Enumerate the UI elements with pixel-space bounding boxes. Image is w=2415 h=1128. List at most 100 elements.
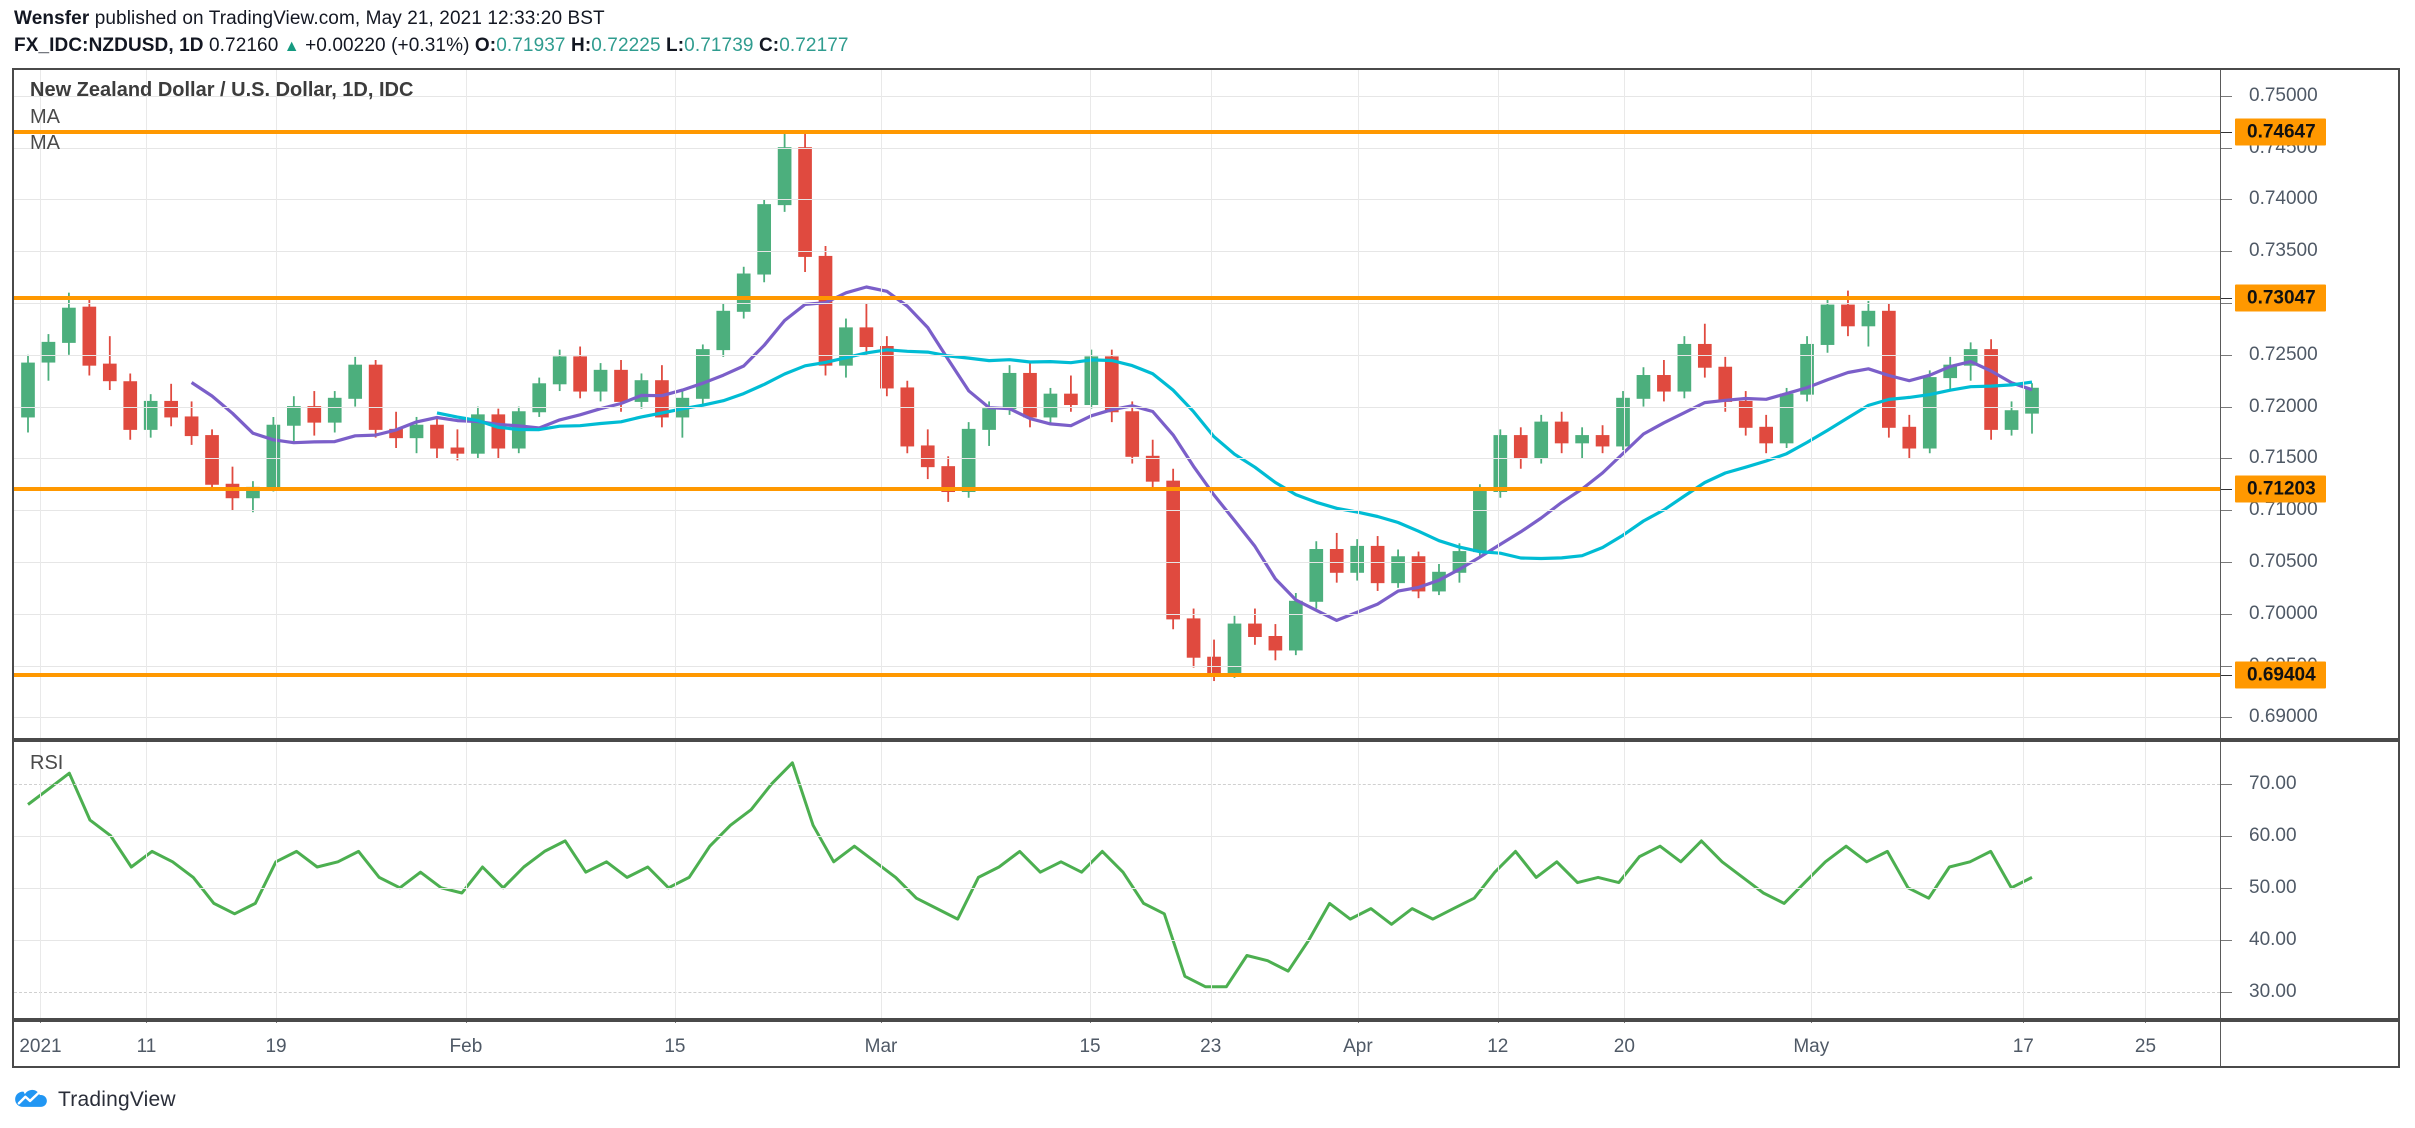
- time-tick-label: Mar: [864, 1036, 898, 1057]
- time-tick-label: Feb: [449, 1036, 483, 1057]
- price-up-arrow-icon: ▲: [283, 38, 300, 55]
- gridline: [40, 70, 42, 738]
- price-level-badge[interactable]: 0.74647: [2235, 118, 2326, 146]
- gridline: [14, 458, 2220, 460]
- high-value: 0.72225: [591, 35, 661, 56]
- axis-tick: [2221, 132, 2232, 134]
- axis-tick: [2221, 561, 2232, 563]
- axis-tick: [2221, 510, 2232, 512]
- gridline: [1210, 70, 1212, 738]
- gridline: [1811, 70, 1813, 738]
- gridline: [1357, 742, 1359, 1018]
- axis-tick: [2221, 489, 2232, 491]
- publication-header: Wensfer published on TradingView.com, Ma…: [14, 8, 605, 30]
- axis-tick: [2023, 1022, 2025, 1023]
- gridline: [2023, 742, 2025, 1018]
- gridline: [2145, 70, 2147, 738]
- time-tick-label: 20: [1613, 1036, 1635, 1057]
- footer-branding: TradingView: [14, 1086, 176, 1114]
- price-change-pct: (+0.31%): [391, 35, 470, 56]
- close-label: C:: [758, 35, 780, 56]
- gridline: [14, 147, 2220, 149]
- price-tick-label: 0.70500: [2249, 550, 2318, 572]
- axis-tick: [881, 1022, 882, 1023]
- gridline: [1357, 70, 1359, 738]
- time-tick-label: 25: [2134, 1036, 2157, 1057]
- rsi-legend-label: RSI: [30, 752, 64, 774]
- ma-legend-1: MA: [30, 106, 60, 128]
- price-tick-label: 0.73500: [2249, 240, 2318, 262]
- axis-tick: [146, 1022, 148, 1023]
- axis-tick: [276, 1022, 278, 1023]
- gridline: [465, 70, 467, 738]
- price-level-line[interactable]: [14, 296, 2220, 301]
- publication-info: published on TradingView.com, May 21, 20…: [94, 8, 605, 29]
- axis-tick: [2221, 147, 2232, 149]
- rsi-axis[interactable]: 70.00 60.00 50.00 40.00 30.00: [2220, 742, 2398, 1018]
- gridline: [14, 887, 2220, 889]
- tradingview-brand-name: TradingView: [58, 1088, 176, 1111]
- rsi-plot-area[interactable]: RSI: [14, 742, 2220, 1018]
- time-axis-corner: [2220, 1022, 2398, 1066]
- price-tick-label: 0.71000: [2249, 499, 2318, 521]
- axis-tick: [674, 1022, 676, 1023]
- rsi-indicator-pane[interactable]: RSI 70.00 60.00 50.00 40.00 30.00: [12, 740, 2400, 1020]
- price-axis[interactable]: 0.750000.745000.740000.735000.730000.725…: [2220, 70, 2398, 738]
- rsi-line-series: [27, 761, 2033, 989]
- gridline: [14, 939, 2220, 941]
- axis-tick: [2221, 939, 2232, 941]
- axis-tick: [2221, 406, 2232, 408]
- price-level-line[interactable]: [14, 130, 2220, 135]
- ma-legend-2: MA: [30, 132, 60, 154]
- gridline: [1090, 70, 1092, 738]
- axis-tick: [2221, 783, 2232, 785]
- gridline: [1497, 70, 1499, 738]
- gridline: [146, 742, 148, 1018]
- rsi-tick-label: 40.00: [2249, 928, 2297, 950]
- axis-tick: [1210, 1022, 1212, 1023]
- gridline: [1624, 742, 1626, 1018]
- price-level-line[interactable]: [14, 487, 2220, 492]
- price-plot-area[interactable]: New Zealand Dollar / U.S. Dollar, 1D, ID…: [14, 70, 2220, 738]
- axis-tick: [1624, 1022, 1626, 1023]
- price-tick-label: 0.75000: [2249, 84, 2318, 106]
- axis-tick: [1357, 1022, 1359, 1023]
- low-value: 0.71739: [684, 35, 754, 56]
- gridline: [14, 406, 2220, 408]
- axis-tick: [2221, 991, 2232, 993]
- price-change-abs: +0.00220: [305, 35, 386, 56]
- price-tick-label: 0.74000: [2249, 188, 2318, 210]
- gridline: [674, 70, 676, 738]
- price-level-badge[interactable]: 0.71203: [2235, 475, 2326, 503]
- time-tick-label: 15: [664, 1036, 686, 1057]
- low-label: L:: [666, 35, 685, 56]
- axis-tick: [2221, 354, 2232, 356]
- price-tick-label: 0.72500: [2249, 343, 2318, 365]
- axis-tick: [1090, 1022, 1092, 1023]
- axis-tick: [2221, 835, 2232, 837]
- gridline: [1811, 742, 1813, 1018]
- axis-tick: [2145, 1022, 2147, 1023]
- time-tick-label: 15: [1079, 1036, 1101, 1057]
- gridline: [1210, 742, 1212, 1018]
- price-chart-pane[interactable]: New Zealand Dollar / U.S. Dollar, 1D, ID…: [12, 68, 2400, 740]
- gridline: [2023, 70, 2025, 738]
- price-level-line[interactable]: [14, 673, 2220, 678]
- gridline: [1497, 742, 1499, 1018]
- time-axis[interactable]: 2021 11 19 Feb 15 Mar 15 23 Apr 12 20 May 17 25: [12, 1020, 2400, 1068]
- price-level-badge[interactable]: 0.69404: [2235, 661, 2326, 689]
- gridline: [40, 742, 42, 1018]
- time-tick-label: 11: [136, 1036, 157, 1057]
- rsi-tick-label: 60.00: [2249, 824, 2297, 846]
- gridline: [14, 613, 2220, 615]
- time-tick-label: 12: [1487, 1036, 1509, 1057]
- axis-tick: [2221, 199, 2232, 201]
- gridline: [1624, 70, 1626, 738]
- gridline: [14, 199, 2220, 201]
- axis-tick: [2221, 298, 2232, 300]
- gridline: [14, 991, 2220, 993]
- time-tick-label: 23: [1200, 1036, 1222, 1057]
- gridline: [881, 70, 882, 738]
- price-level-badge[interactable]: 0.73047: [2235, 284, 2326, 312]
